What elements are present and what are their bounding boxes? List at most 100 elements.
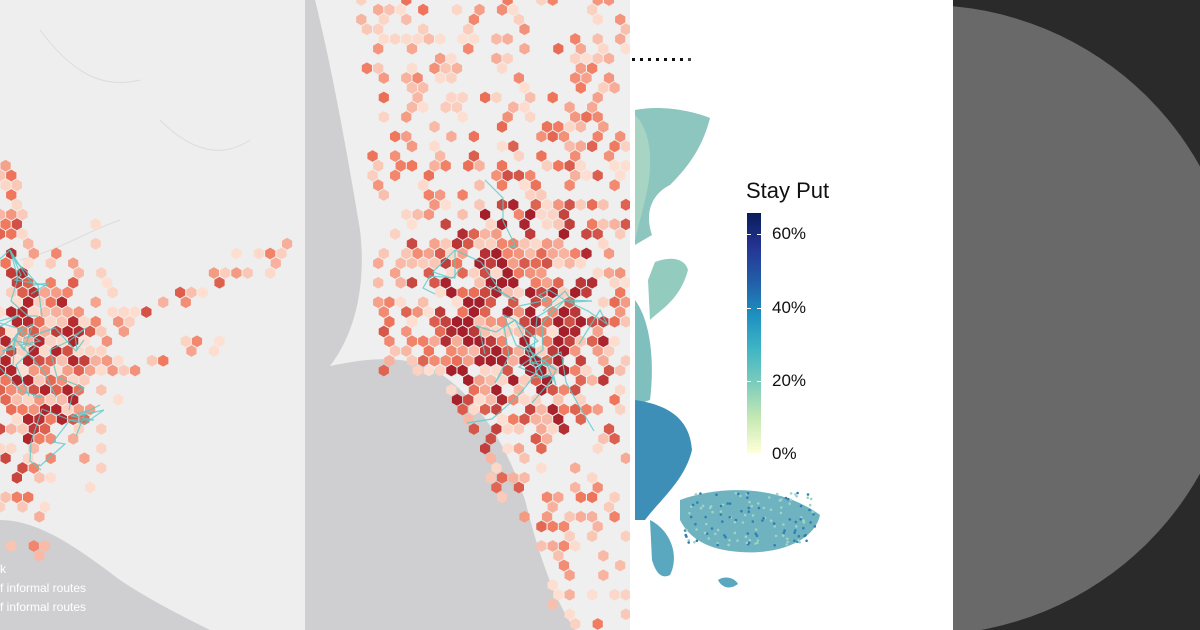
hex-cell [587, 198, 598, 211]
hex-cell [378, 306, 389, 318]
colorbar-tick-40-right [757, 308, 761, 309]
hex-cell [615, 286, 626, 299]
hex-cell [79, 452, 90, 465]
choropleth-dot [695, 539, 699, 542]
left-sea [0, 520, 210, 630]
hex-cell [17, 286, 28, 299]
hex-cell [451, 237, 463, 250]
legend-tick-60: 60% [772, 224, 807, 243]
hex-cell [451, 393, 463, 406]
hex-cell [373, 276, 384, 289]
hex-cell [575, 354, 586, 367]
hex-cell [401, 33, 412, 45]
hex-cell [107, 306, 118, 318]
choropleth-dot [728, 516, 731, 519]
hex-cell [11, 218, 22, 231]
hex-cell [6, 286, 17, 299]
hex-cell [0, 374, 11, 387]
hex-cell [45, 296, 56, 309]
hex-cell [435, 33, 446, 45]
hex-cell [446, 364, 457, 377]
choropleth-dot [772, 522, 776, 525]
hex-cell [0, 228, 6, 240]
hex-cell [530, 179, 541, 192]
hex-cell [502, 33, 513, 45]
hex-cell [45, 393, 56, 406]
hex-cell [39, 501, 51, 513]
hex-cell [34, 354, 45, 367]
choropleth-dot [793, 531, 796, 534]
hex-cell [553, 237, 564, 250]
hex-cell [6, 540, 17, 552]
choropleth-dot [719, 513, 723, 516]
hex-cell [191, 335, 203, 348]
choropleth-dot [701, 504, 705, 508]
choropleth-dot [728, 502, 732, 505]
hex-cell [581, 247, 592, 260]
hex-cell [107, 364, 118, 377]
choropleth-dot [806, 496, 809, 500]
route-line [49, 327, 87, 351]
hex-cell [530, 393, 541, 406]
hex-cell [28, 306, 39, 318]
choropleth-dot [809, 497, 813, 501]
choropleth-dot [795, 525, 798, 528]
hex-cell [412, 364, 423, 377]
hex-cell [598, 569, 609, 582]
hex-cell [620, 23, 630, 36]
choropleth-dot [779, 511, 783, 515]
hex-cell [496, 198, 508, 211]
choropleth-dot [687, 541, 690, 544]
hex-cell [440, 257, 451, 270]
hex-cell [587, 530, 598, 543]
hex-cell [468, 286, 479, 299]
hex-cell [496, 140, 508, 153]
hex-cell [558, 345, 570, 357]
hex-cell [6, 423, 17, 435]
choropleth-dot [699, 506, 703, 510]
hex-cell [418, 101, 429, 114]
hex-cell [525, 169, 536, 182]
hex-cell [79, 315, 90, 328]
choropleth-dot [699, 492, 702, 495]
hex-cell [373, 42, 384, 55]
hex-cell [603, 364, 615, 377]
hex-cell [513, 169, 524, 182]
hex-cell [457, 189, 468, 201]
hex-cell [480, 364, 491, 377]
hex-cell [575, 159, 586, 172]
hex-cell [491, 423, 502, 435]
choropleth-dot [746, 532, 750, 535]
hex-cell [11, 393, 22, 406]
hex-cell [502, 52, 513, 65]
hex-cell [615, 364, 626, 377]
hex-cell [508, 101, 519, 114]
hex-cell [581, 52, 592, 65]
choropleth-dot [736, 539, 739, 542]
hex-cell [463, 296, 474, 309]
hex-cell [468, 228, 479, 240]
hex-cell [547, 208, 558, 221]
hex-cell [615, 228, 626, 240]
legend-colorbar [747, 213, 761, 453]
hex-cell [130, 364, 141, 377]
hex-cell [609, 296, 620, 309]
choropleth-dot [696, 501, 699, 504]
hex-cell [101, 335, 113, 348]
hex-cell [592, 520, 603, 533]
hex-cell [620, 198, 630, 211]
hex-cell [429, 140, 440, 153]
hex-cell [564, 101, 575, 114]
hex-cell [558, 228, 570, 240]
hex-cell [423, 169, 434, 182]
hex-cell [406, 218, 418, 231]
hex-cell [485, 471, 496, 484]
hex-cell [502, 111, 513, 123]
hex-cell [536, 423, 547, 435]
choropleth-dot [754, 532, 758, 536]
hex-cell [485, 296, 496, 309]
hex-cell [553, 198, 564, 211]
route-line [518, 289, 566, 307]
hex-cell [45, 374, 56, 387]
hex-cell [395, 257, 406, 270]
